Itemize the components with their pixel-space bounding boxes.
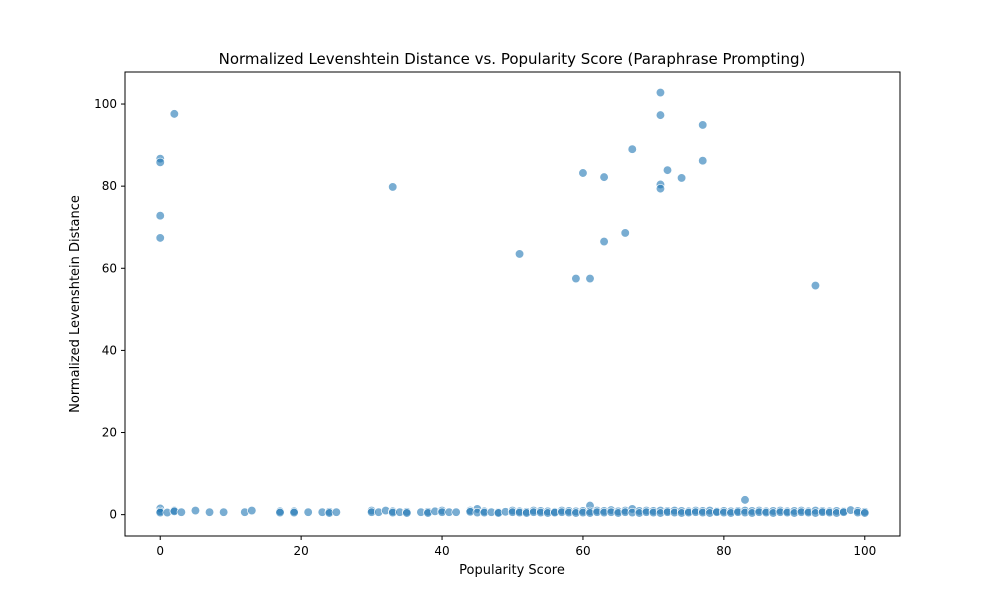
data-point-63: [451, 507, 461, 517]
x-axis-ticks: 0 20 40 60 80 100: [156, 536, 876, 558]
x-tick-label-40: 40: [434, 544, 449, 558]
data-point-46: [331, 507, 342, 517]
data-points: [155, 87, 870, 518]
x-tick-label-0: 0: [156, 544, 164, 558]
y-axis-label: Normalized Levenshtein Distance: [68, 195, 83, 413]
data-point-15: [655, 110, 666, 120]
data-point-4: [169, 109, 179, 119]
data-point-19: [676, 173, 687, 183]
data-point-18: [662, 165, 673, 175]
x-tick-label-60: 60: [575, 544, 590, 558]
data-point-17: [655, 183, 666, 194]
data-point-10: [599, 172, 609, 182]
data-point-14: [655, 87, 666, 98]
y-tick-label-80: 80: [102, 179, 117, 193]
data-point-9: [578, 168, 588, 178]
y-tick-label-40: 40: [102, 343, 117, 357]
data-point-2: [155, 211, 165, 221]
data-point-33: [190, 505, 201, 516]
data-point-12: [620, 228, 630, 238]
data-point-11: [599, 236, 609, 247]
data-point-22: [810, 280, 821, 291]
y-tick-label-60: 60: [102, 261, 117, 275]
y-tick-label-0: 0: [109, 508, 117, 522]
data-point-55: [402, 508, 412, 518]
plot-frame: [124, 71, 901, 537]
data-point-20: [698, 120, 708, 130]
data-point-41: [289, 507, 299, 518]
chart-title: Normalized Levenshtein Distance vs. Popu…: [219, 50, 806, 68]
y-axis-ticks: 0 20 40 60 80 100: [94, 97, 125, 522]
data-point-32: [176, 507, 187, 517]
data-point-5: [388, 182, 398, 192]
y-tick-label-100: 100: [94, 97, 117, 111]
data-point-39: [275, 507, 285, 518]
x-tick-label-20: 20: [293, 544, 308, 558]
data-point-7: [571, 273, 581, 284]
data-point-21: [698, 156, 708, 166]
data-point-1: [155, 157, 165, 167]
data-point-173: [860, 508, 870, 518]
y-tick-label-20: 20: [102, 426, 117, 440]
data-point-42: [303, 507, 313, 517]
data-point-13: [627, 144, 637, 154]
x-tick-label-80: 80: [716, 544, 731, 558]
x-axis-label: Popularity Score: [459, 563, 565, 578]
data-point-8: [585, 273, 595, 284]
x-tick-label-100: 100: [853, 544, 876, 558]
data-point-24: [740, 495, 750, 505]
data-point-6: [514, 249, 525, 259]
data-point-34: [204, 507, 215, 517]
data-point-35: [218, 507, 229, 517]
data-point-37: [247, 505, 257, 516]
data-point-3: [155, 233, 165, 243]
